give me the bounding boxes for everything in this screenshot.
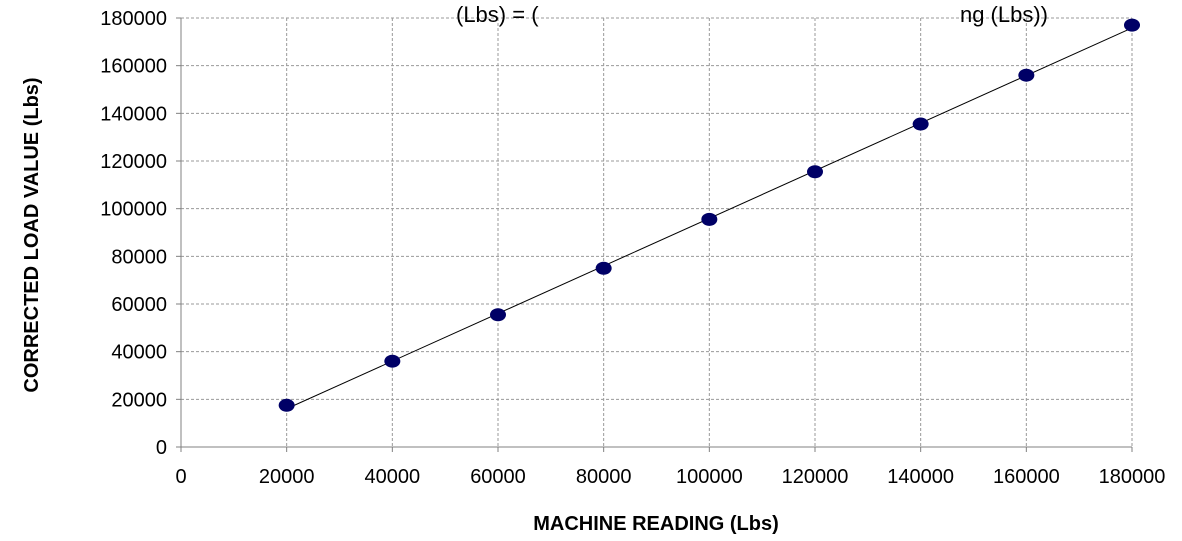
x-tick-label: 180000	[1099, 466, 1166, 488]
x-tick-label: 20000	[259, 466, 315, 488]
data-point	[278, 398, 295, 412]
y-tick-label: 160000	[100, 56, 167, 78]
data-point	[912, 117, 929, 131]
data-point	[384, 354, 401, 368]
tick-labels: 0 20000 40000 60000 80000 100000 120000 140000 1…	[100, 8, 1165, 488]
x-tick-label: 60000	[470, 466, 526, 488]
y-tick-label: 0	[156, 437, 167, 459]
chart-title-right: ng (Lbs))	[960, 2, 1048, 27]
data-point	[595, 261, 612, 275]
chart-title: (Lbs) = (	[456, 2, 539, 27]
y-tick-label: 80000	[111, 246, 167, 268]
grid	[181, 17, 1133, 447]
y-tick-label: 120000	[100, 151, 167, 173]
data-point	[1018, 68, 1035, 82]
x-tick-label: 40000	[365, 466, 421, 488]
x-tick-label: 140000	[887, 466, 954, 488]
data-point	[1124, 18, 1140, 32]
y-tick-label: 20000	[111, 389, 167, 411]
x-tick-label: 0	[175, 466, 186, 488]
data-points	[278, 18, 1140, 412]
data-point	[807, 165, 823, 179]
x-tick-label: 120000	[782, 466, 849, 488]
titles: (Lbs) = ( ng (Lbs)) MACHINE READING (Lbs…	[21, 2, 1048, 535]
y-tick-label: 140000	[100, 103, 167, 125]
x-tick-label: 80000	[576, 466, 632, 488]
x-tick-label: 100000	[676, 466, 743, 488]
x-axis-title: MACHINE READING (Lbs)	[533, 513, 779, 535]
y-tick-label: 60000	[111, 294, 167, 316]
y-tick-label: 40000	[111, 342, 167, 364]
y-tick-label: 100000	[100, 199, 167, 221]
axes	[176, 17, 1133, 452]
data-point	[490, 308, 506, 322]
y-axis-title: CORRECTED LOAD VALUE (Lbs)	[21, 77, 43, 392]
y-tick-label: 180000	[100, 8, 167, 30]
data-point	[701, 212, 718, 226]
x-tick-label: 160000	[993, 466, 1060, 488]
